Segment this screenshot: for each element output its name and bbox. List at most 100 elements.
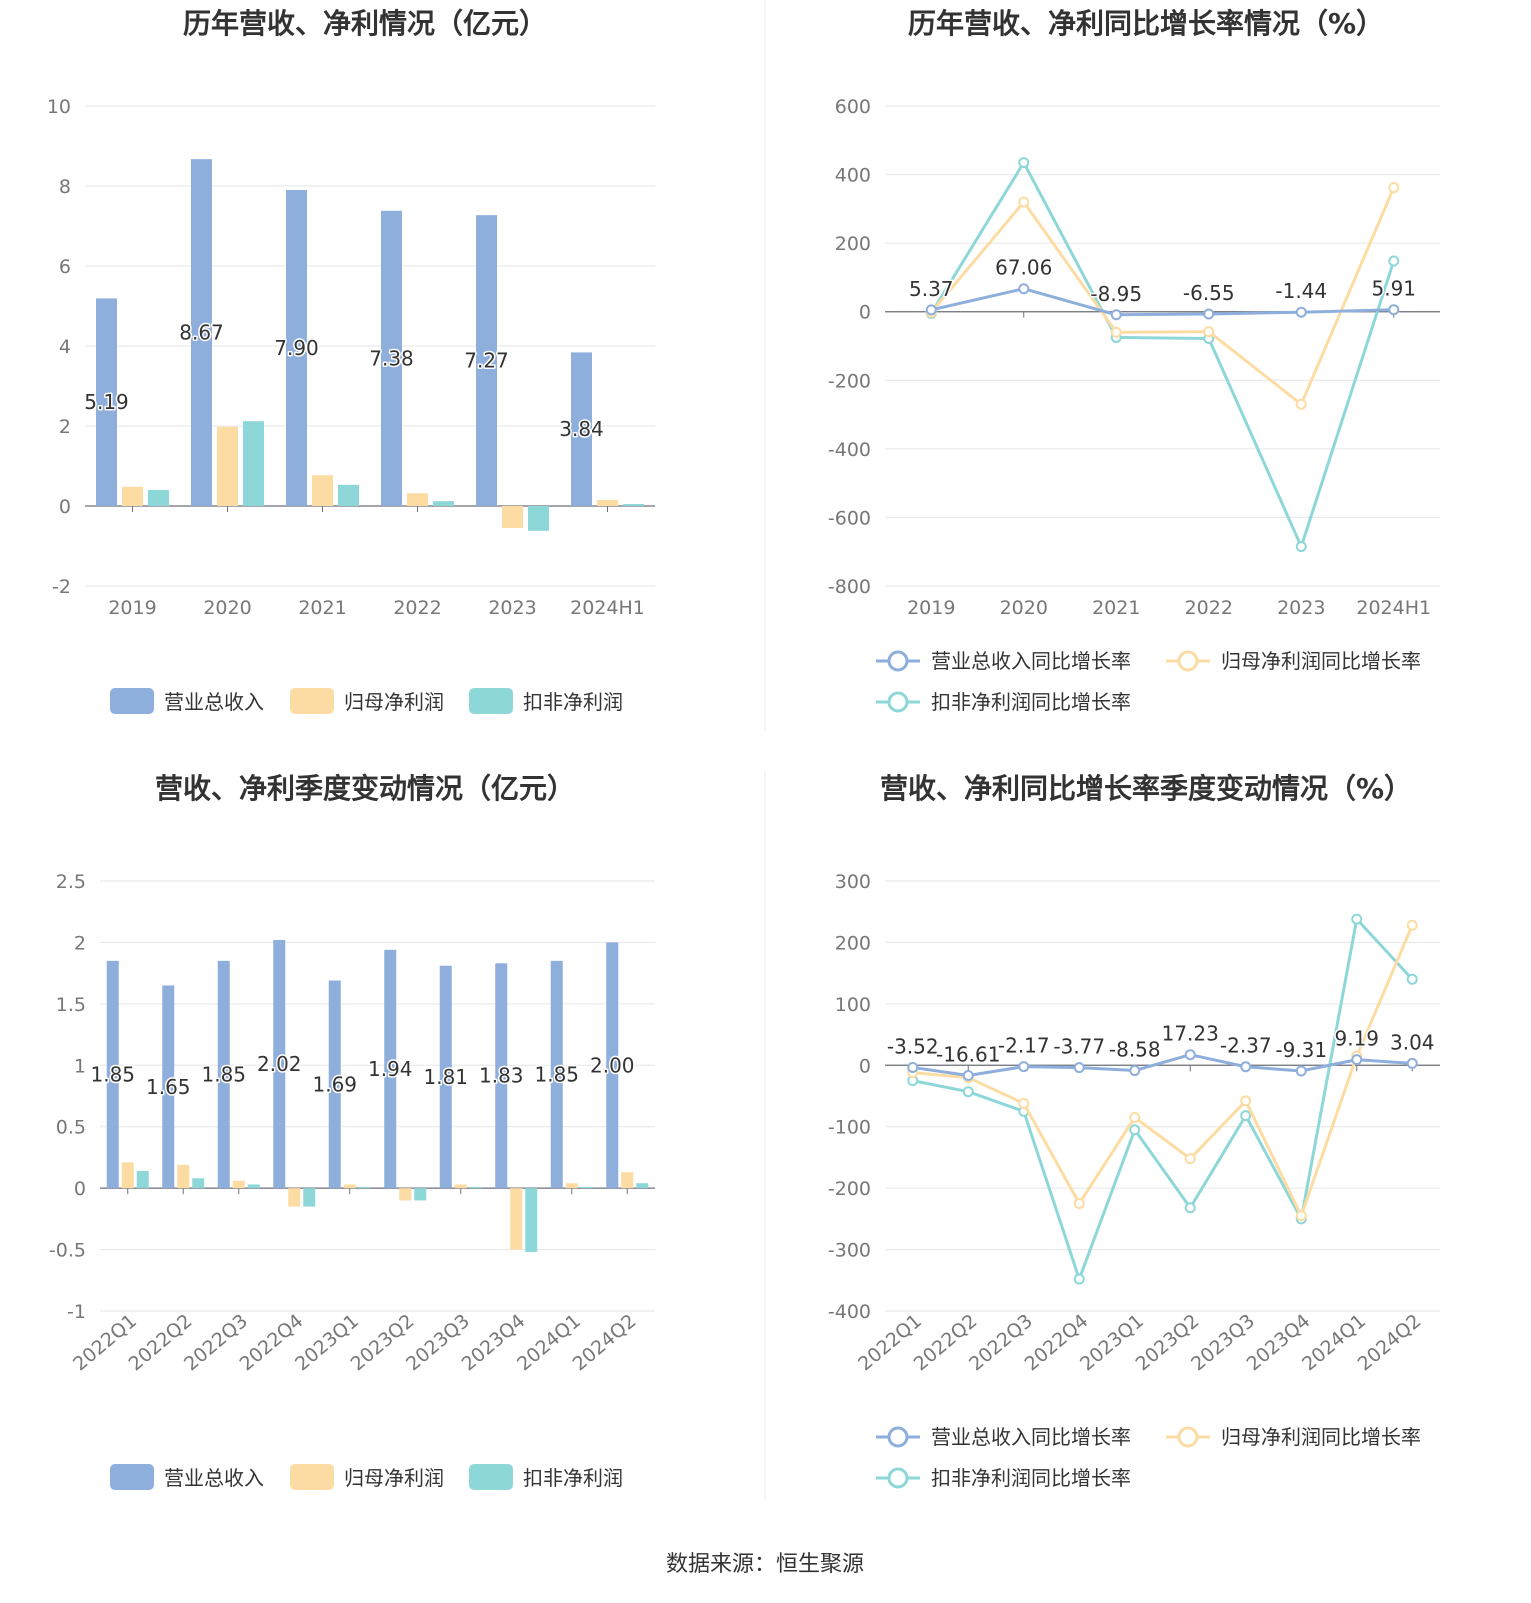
- data-label: -3.77: [1053, 1035, 1105, 1059]
- legend-marker: [887, 1467, 909, 1489]
- legend-swatch: [290, 688, 334, 714]
- data-label: 1.81: [423, 1065, 468, 1089]
- legend-label: 扣非净利润同比增长率: [931, 690, 1131, 714]
- data-label: 2.02: [257, 1052, 302, 1076]
- y-tick-label: 400: [835, 165, 871, 187]
- y-tick-label: 10: [47, 96, 71, 118]
- x-tick-label: 2022: [393, 597, 441, 619]
- legend-marker: [887, 1426, 909, 1448]
- annual-revenue-profit-chart: 历年营收、净利情况（亿元） -2 0 2 4 6 8 10 2019 2020 2021 2022 2…: [47, 7, 655, 714]
- data-point: [1406, 973, 1418, 985]
- bar-revenue: [606, 942, 619, 1189]
- bar-deducted-profit: [623, 504, 644, 506]
- data-point: [962, 1069, 974, 1081]
- y-tick-label: 200: [835, 233, 871, 255]
- bar-revenue: [384, 949, 397, 1189]
- data-label: -9.31: [1275, 1038, 1327, 1062]
- bar-deducted-profit: [528, 506, 549, 531]
- data-label: 1.85: [534, 1063, 579, 1087]
- data-point: [1184, 1202, 1196, 1214]
- bar-deducted-profit: [148, 490, 169, 506]
- data-label: -3.52: [887, 1034, 939, 1058]
- bar-net-profit: [177, 1164, 190, 1189]
- y-tick-label: 2: [59, 416, 71, 438]
- data-label: 67.06: [995, 256, 1052, 280]
- data-point: [1295, 1210, 1307, 1222]
- bar-revenue: [96, 298, 117, 506]
- bar-net-profit: [502, 506, 523, 528]
- bar-net-profit: [217, 426, 238, 506]
- data-point: [1240, 1061, 1252, 1073]
- data-point: [1073, 1273, 1085, 1285]
- data-label: -6.55: [1183, 281, 1235, 305]
- data-point: [1388, 255, 1400, 267]
- bar-revenue: [495, 963, 508, 1189]
- data-point: [1295, 398, 1307, 410]
- data-label: 5.19: [84, 390, 129, 414]
- annual-growth-rate-chart: 历年营收、净利同比增长率情况（%） -800 -600 -400 -200 0 200 40…: [828, 7, 1440, 714]
- y-tick-label: 2: [74, 932, 86, 954]
- legend-label: 扣非净利润: [523, 690, 623, 714]
- x-tick-label: 2019: [108, 597, 156, 619]
- y-tick-label: 0: [859, 302, 871, 324]
- data-label: 1.69: [312, 1072, 357, 1096]
- bar-deducted-profit: [136, 1170, 149, 1189]
- y-tick-label: 200: [835, 932, 871, 954]
- data-point: [1240, 1110, 1252, 1122]
- quarterly-growth-rate-chart: 营收、净利同比增长率季度变动情况（%） -400 -300 -200 -100 0 100…: [828, 772, 1440, 1490]
- legend-label: 归母净利润: [344, 690, 444, 714]
- data-label: 2.00: [590, 1053, 635, 1077]
- data-point: [1073, 1062, 1085, 1074]
- bar-net-profit: [597, 500, 618, 506]
- y-tick-label: -600: [828, 507, 871, 529]
- bar-deducted-profit: [243, 421, 264, 506]
- series-line: [930, 287, 1394, 317]
- y-tick-label: -0.5: [49, 1240, 86, 1262]
- x-tick-label: 2024Q2: [1354, 1310, 1426, 1375]
- bar-revenue: [286, 190, 307, 506]
- data-point: [1388, 182, 1400, 194]
- data-label: 3.84: [559, 417, 604, 441]
- bar-revenue: [106, 960, 119, 1189]
- x-tick-label: 2024Q2: [569, 1310, 641, 1375]
- legend-label: 营业总收入: [164, 1466, 264, 1490]
- legend-swatch: [290, 1464, 334, 1490]
- data-label: -2.17: [998, 1034, 1050, 1058]
- series-line: [930, 187, 1396, 406]
- data-point: [1203, 308, 1215, 320]
- bar-deducted-profit: [192, 1178, 205, 1189]
- bar-net-profit: [407, 493, 428, 506]
- data-label: -8.58: [1109, 1038, 1161, 1062]
- legend-swatch: [469, 1464, 513, 1490]
- bar-net-profit: [288, 1188, 301, 1207]
- bar-net-profit: [232, 1180, 245, 1189]
- data-source-note: 数据来源：恒生聚源: [666, 1552, 864, 1577]
- y-tick-label: 100: [835, 994, 871, 1016]
- data-point: [1129, 1112, 1141, 1123]
- bar-deducted-profit: [580, 1186, 593, 1189]
- bar-deducted-profit: [636, 1183, 649, 1189]
- y-tick-label: -100: [828, 1117, 871, 1139]
- quarterly-revenue-profit-chart: 营收、净利季度变动情况（亿元） -1-0.500.511.522.52022Q1…: [49, 772, 655, 1490]
- legend-label: 归母净利润: [344, 1466, 444, 1490]
- data-point: [1018, 196, 1030, 208]
- data-label: 1.85: [201, 1063, 246, 1087]
- data-label: 8.67: [179, 321, 224, 345]
- bar-deducted-profit: [338, 484, 359, 506]
- data-point: [1110, 326, 1122, 338]
- data-label: 1.65: [146, 1075, 191, 1099]
- series-line: [929, 161, 1396, 549]
- bar-net-profit: [312, 475, 333, 506]
- y-tick-label: -200: [828, 370, 871, 392]
- bar-revenue: [550, 960, 563, 1189]
- data-point: [1184, 1153, 1196, 1165]
- bar-deducted-profit: [469, 1186, 482, 1189]
- bar-deducted-profit: [433, 501, 454, 506]
- legend-swatch: [110, 1464, 154, 1490]
- data-point: [1184, 1049, 1196, 1061]
- data-label: 9.19: [1334, 1027, 1379, 1051]
- bar-revenue: [191, 159, 212, 506]
- bar-deducted-profit: [358, 1186, 371, 1189]
- legend-label: 归母净利润同比增长率: [1221, 649, 1421, 673]
- data-point: [1018, 157, 1030, 169]
